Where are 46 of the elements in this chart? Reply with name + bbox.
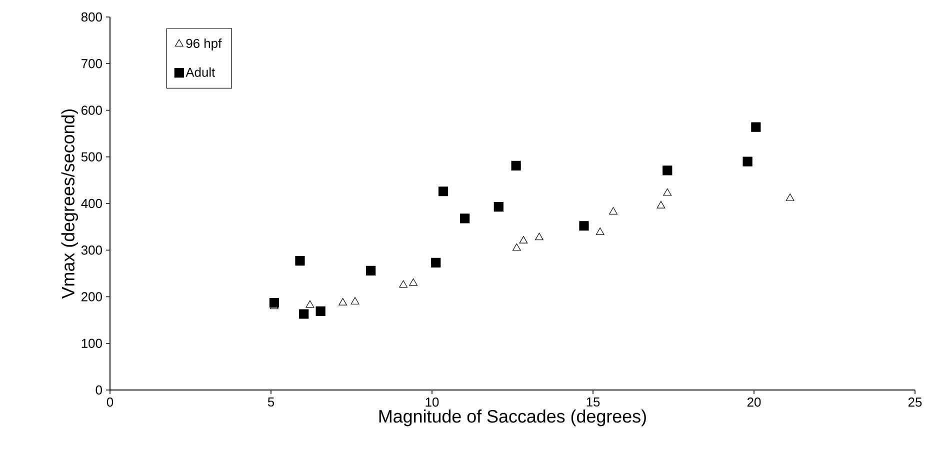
- x-axis-title: Magnitude of Saccades (degrees): [379, 410, 646, 426]
- point: [535, 232, 544, 240]
- x-tick-label: 10: [426, 398, 439, 407]
- y-tick-label: 0: [96, 385, 102, 395]
- legend-label: Adult: [186, 67, 216, 77]
- point: [511, 160, 521, 171]
- point: [295, 256, 305, 266]
- point: [431, 258, 441, 268]
- point: [338, 298, 348, 306]
- x-tick-label: 0: [106, 398, 114, 407]
- x-tick-label: 20: [747, 398, 761, 407]
- x-tick-label: 15: [586, 398, 600, 407]
- y-tick-label: 300: [81, 246, 102, 255]
- point: [409, 278, 418, 286]
- point: [609, 207, 618, 214]
- point: [596, 228, 604, 235]
- point: [438, 186, 448, 196]
- legend-label: 96 hpf: [186, 38, 222, 51]
- y-tick-label: 200: [82, 292, 102, 302]
- point: [786, 194, 794, 201]
- point: [460, 214, 470, 224]
- point: [494, 202, 504, 212]
- x-tick-label: 25: [908, 398, 922, 407]
- point: [751, 122, 761, 132]
- y-tick-label: 700: [82, 59, 102, 68]
- y-tick-label: 600: [82, 106, 102, 115]
- y-tick-label: 100: [82, 338, 102, 348]
- y-tick-label: 800: [81, 12, 102, 22]
- point: [579, 221, 589, 231]
- point: [662, 166, 672, 176]
- point: [299, 309, 309, 319]
- point: [350, 297, 360, 304]
- point: [399, 280, 408, 288]
- x-tick-label: 5: [268, 398, 274, 407]
- point: [512, 243, 521, 251]
- y-tick-label: 500: [81, 152, 102, 162]
- point: [306, 300, 314, 308]
- point: [519, 236, 528, 244]
- point: [269, 298, 280, 308]
- point: [742, 156, 752, 166]
- point: [316, 306, 326, 316]
- point: [656, 201, 666, 208]
- point: [663, 188, 672, 196]
- y-tick-label: 400: [81, 198, 102, 208]
- point: [366, 266, 376, 276]
- y-axis-title: Vmax (degrees/second): [61, 109, 78, 299]
